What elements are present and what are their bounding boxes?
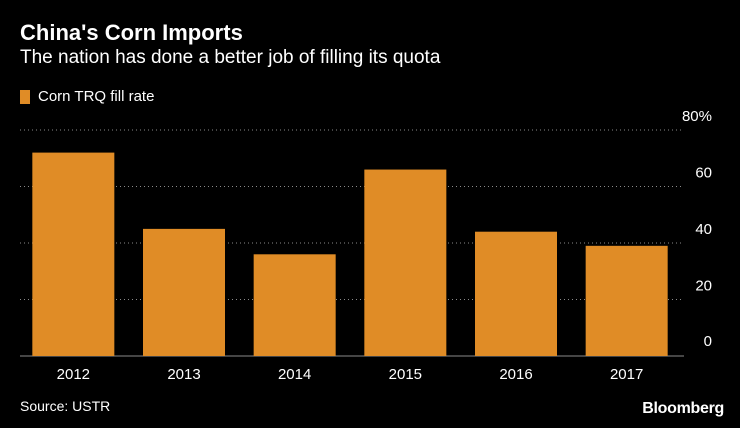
bar-2017 <box>585 245 668 356</box>
bar-2015 <box>364 169 447 356</box>
chart-subtitle: The nation has done a better job of fill… <box>20 47 441 68</box>
x-tick-label: 2015 <box>389 366 422 383</box>
x-tick-label: 2014 <box>278 366 311 383</box>
y-tick-label: 60 <box>695 165 712 182</box>
legend: Corn TRQ fill rate <box>20 88 154 105</box>
chart-title: China's Corn Imports <box>20 20 243 45</box>
bloomberg-logo: Bloomberg <box>642 400 724 417</box>
legend-label: Corn TRQ fill rate <box>38 88 155 105</box>
y-tick-label: 0 <box>704 333 712 350</box>
x-tick-label: 2016 <box>499 366 532 383</box>
y-tick-label: 80% <box>682 108 712 125</box>
bar-2012 <box>32 152 115 356</box>
y-tick-label: 20 <box>695 278 712 295</box>
bar-2016 <box>475 231 557 356</box>
x-tick-label: 2017 <box>610 366 643 383</box>
bar-2014 <box>253 254 336 356</box>
source-note: Source: USTR <box>20 398 111 414</box>
x-tick-label: 2013 <box>167 366 200 383</box>
x-tick-label: 2012 <box>57 366 90 383</box>
legend-swatch <box>20 89 30 104</box>
y-tick-label: 40 <box>695 221 712 238</box>
bar-2013 <box>143 228 225 356</box>
